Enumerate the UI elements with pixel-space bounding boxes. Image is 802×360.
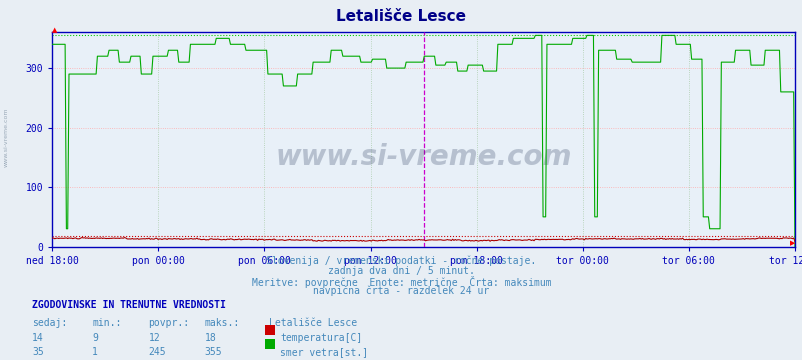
Text: Letališče Lesce: Letališče Lesce [336,9,466,24]
Text: ZGODOVINSKE IN TRENUTNE VREDNOSTI: ZGODOVINSKE IN TRENUTNE VREDNOSTI [32,300,225,310]
Text: min.:: min.: [92,318,122,328]
Text: 245: 245 [148,347,166,357]
Text: Meritve: povprečne  Enote: metrične  Črta: maksimum: Meritve: povprečne Enote: metrične Črta:… [251,276,551,288]
Text: 35: 35 [32,347,44,357]
Text: maks.:: maks.: [205,318,240,328]
Text: 355: 355 [205,347,222,357]
Text: povpr.:: povpr.: [148,318,189,328]
Text: www.si-vreme.com: www.si-vreme.com [275,143,571,171]
Text: 12: 12 [148,333,160,343]
Text: Slovenija / vremenski podatki - ročne postaje.: Slovenija / vremenski podatki - ročne po… [266,256,536,266]
Text: 14: 14 [32,333,44,343]
Text: sedaj:: sedaj: [32,318,67,328]
Text: ▶: ▶ [788,240,794,247]
Text: smer vetra[st.]: smer vetra[st.] [280,347,368,357]
Text: 18: 18 [205,333,217,343]
Text: navpična črta - razdelek 24 ur: navpična črta - razdelek 24 ur [313,286,489,296]
Text: ▲: ▲ [52,28,58,33]
Text: temperatura[C]: temperatura[C] [280,333,362,343]
Text: www.si-vreme.com: www.si-vreme.com [4,107,9,167]
Text: Letališče Lesce: Letališče Lesce [269,318,357,328]
Text: 1: 1 [92,347,98,357]
Text: 9: 9 [92,333,98,343]
Text: zadnja dva dni / 5 minut.: zadnja dva dni / 5 minut. [328,266,474,276]
